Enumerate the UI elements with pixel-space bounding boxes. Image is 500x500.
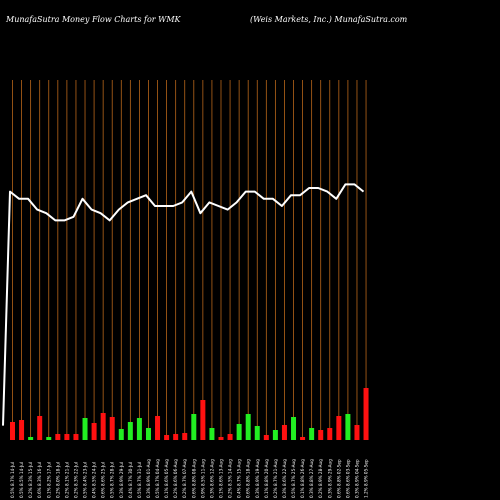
x-tick-label: 0.5% 8.7% 28-Jul [110, 462, 115, 498]
x-tick-label: 0.5% 8.5% 14-Jul [19, 462, 24, 498]
volume-bar [263, 435, 269, 440]
volume-bar [327, 428, 333, 440]
volume-bar [37, 416, 43, 440]
volume-bar [272, 430, 278, 440]
volume-bar [281, 425, 287, 440]
x-tick-label: 0.5% 8.7% 31-Jul [137, 462, 142, 498]
volume-bar [118, 429, 124, 440]
x-tick-label: 0.2% 8.7% 21-Aug [273, 459, 278, 498]
volume-bar [300, 437, 306, 440]
x-tick-label: 0.5% 8.4% 23-Jul [83, 462, 88, 498]
x-tick-label: 0.3% 8.9% 29-Aug [327, 459, 332, 498]
x-tick-label: 0.3% 8.6% 22-Aug [282, 459, 287, 498]
x-tick-label: 0.3% 8.9% 04-Sep [354, 459, 359, 498]
x-tick-label: 0.4% 8.7% 15-Aug [237, 459, 242, 498]
volume-bar [100, 413, 106, 440]
x-tick-label: 0.5% 8.7% 25-Aug [291, 459, 296, 498]
volume-bar [309, 428, 315, 440]
x-tick-label: 0.2% 8.0% 18-Jul [55, 462, 60, 498]
volume-bar [254, 426, 260, 440]
volume-bar [200, 400, 206, 440]
volume-bar [209, 428, 215, 440]
x-tick-label: 0.5% 8.7% 04-Aug [155, 459, 160, 498]
volume-bar [55, 434, 61, 440]
x-tick-label: 0.4% 8.7% 30-Jul [128, 462, 133, 498]
x-tick-label: 0.2% 8.6% 06-Aug [173, 459, 178, 498]
x-tick-label: 0.9% 8.5% 11-Aug [200, 459, 205, 498]
volume-bar [164, 435, 170, 440]
x-tick-label: 1.2% 8.9% 05-Sep [364, 459, 369, 498]
x-tick-label: 0.2% 8.9% 28-Aug [318, 459, 323, 498]
x-tick-label: 0.3% 8.8% 27-Aug [309, 459, 314, 498]
x-tick-label: 0.6% 8.8% 08-Aug [191, 459, 196, 498]
volume-bar [127, 422, 133, 440]
volume-bar [345, 414, 351, 440]
x-tick-label: 0.3% 8.6% 12-Aug [209, 459, 214, 498]
volume-bar [91, 423, 97, 440]
x-tick-label: 0.3% 8.9% 19-Aug [255, 459, 260, 498]
volume-bar [73, 434, 79, 440]
x-tick-label: 0.1% 8.6% 13-Aug [218, 459, 223, 498]
volume-bar [218, 437, 224, 440]
volume-bar [28, 437, 34, 440]
volume-bar [173, 434, 179, 440]
x-tick-label: 0.2% 8.3% 15-Jul [28, 462, 33, 498]
volume-bar [46, 437, 52, 440]
x-tick-label: 0.2% 8.3% 22-Jul [73, 462, 78, 498]
volume-bar [227, 434, 233, 440]
x-tick-label: 0.3% 8.9% 29-Jul [119, 462, 124, 498]
volume-bars [10, 388, 369, 440]
volume-bar [291, 417, 297, 440]
x-tick-label: 0.1% 8.2% 17-Jul [46, 462, 51, 498]
x-tick-label: 0.6% 8.6% 25-Jul [101, 462, 106, 498]
volume-bar [191, 414, 197, 440]
x-tick-label: 0.1% 8.8% 26-Aug [300, 459, 305, 498]
x-tick-label: 0.3% 8.9% 01-Aug [146, 459, 151, 498]
gridlines [12, 80, 367, 440]
money-flow-line [2, 183, 365, 426]
x-tick-label: 0.2% 8.5% 14-Aug [228, 459, 233, 498]
x-tick-label: 0.4% 8.5% 24-Jul [92, 462, 97, 498]
volume-bar [136, 418, 142, 440]
chart-title-right: (Weis Markets, Inc.) MunafaSutra.com [250, 15, 408, 24]
x-tick-label: 0.2% 8.1% 21-Jul [64, 462, 69, 498]
volume-bar [182, 433, 188, 440]
volume-bar [363, 388, 369, 440]
x-tick-label: 0.1% 8.6% 05-Aug [164, 459, 169, 498]
volume-bar [10, 422, 15, 440]
volume-bar [145, 428, 151, 440]
x-axis-ticks: 0.5% 8.7% 14-Jul 0.5% 8.5% 14-Jul 0.2% 8.3… [10, 459, 369, 498]
x-tick-label: 0.6% 8.3% 16-Jul [37, 462, 42, 498]
volume-bar [109, 417, 115, 440]
money-flow-line-path [2, 183, 365, 426]
volume-bar [354, 425, 360, 440]
x-tick-label: 0.6% 8.8% 18-Aug [246, 459, 251, 498]
volume-bar [245, 414, 251, 440]
x-tick-label: 0.6% 8.6% 03-Sep [345, 459, 350, 498]
volume-bar [336, 416, 342, 440]
chart-title-left: MunafaSutra Money Flow Charts for WMK [5, 15, 182, 24]
volume-bar [318, 430, 324, 440]
x-tick-label: 0.6% 8.8% 02-Sep [336, 459, 341, 498]
volume-bar [236, 424, 242, 440]
volume-bar [64, 434, 70, 440]
volume-bar [19, 420, 25, 440]
x-tick-label: 0.5% 8.7% 14-Jul [10, 462, 15, 498]
x-tick-label: 0.1% 8.8% 20-Aug [264, 459, 269, 498]
x-tick-label: 0.2% 8.7% 07-Aug [182, 459, 187, 498]
volume-bar [155, 416, 161, 440]
volume-bar [82, 418, 88, 440]
